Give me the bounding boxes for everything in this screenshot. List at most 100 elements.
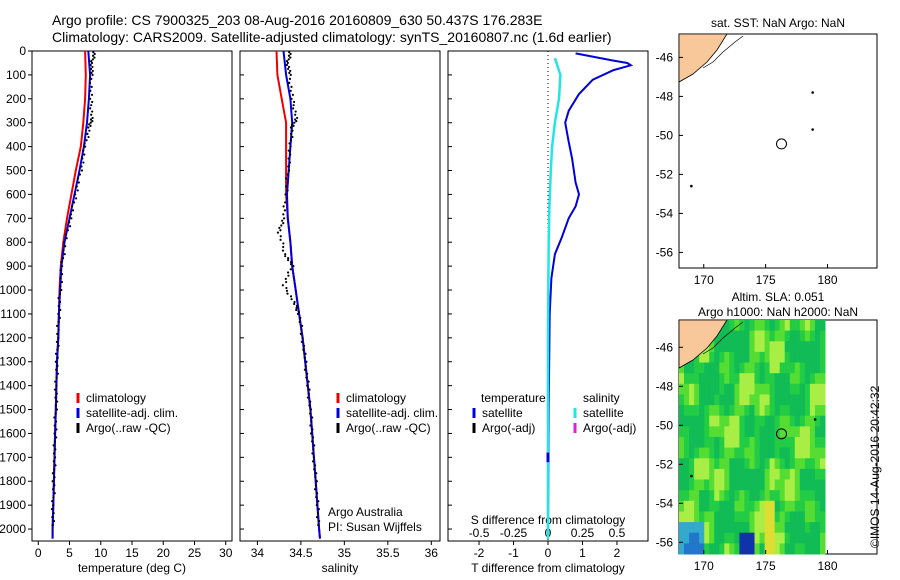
- sla-grid-cell: [759, 373, 766, 385]
- sla-grid-cell: [764, 415, 771, 427]
- sla-grid-cell: [814, 468, 821, 480]
- sla-grid-cell: [724, 373, 730, 385]
- sla-grid-cell: [759, 383, 766, 395]
- sla-grid-cell: [739, 458, 745, 470]
- sla-grid-cell: [734, 351, 740, 363]
- argo-data-point: [289, 56, 292, 59]
- argo-data-point: [52, 460, 55, 463]
- sla-grid-cell: [704, 458, 710, 470]
- x-axis-label: salinity: [322, 561, 359, 575]
- argo-data-point: [288, 77, 292, 80]
- argo-data-point: [276, 231, 280, 234]
- sla-grid-cell: [804, 383, 811, 395]
- sla-grid-cell: [689, 383, 695, 395]
- argo-data-point: [89, 67, 93, 71]
- sla-grid-cell: [684, 394, 690, 406]
- sla-grid-cell: [739, 511, 745, 523]
- argo-data-point: [51, 472, 54, 475]
- argo-data-point: [291, 93, 295, 96]
- y-tick-label: 600: [6, 187, 26, 201]
- nearby-profile-dot: [690, 184, 693, 188]
- sla-grid-cell: [794, 426, 801, 438]
- sla-grid-cell: [679, 383, 685, 395]
- sla-grid-cell: [769, 351, 776, 363]
- argo-data-point: [289, 132, 293, 135]
- argo-data-point: [286, 259, 290, 262]
- sla-grid-cell: [709, 373, 715, 385]
- argo-data-point: [50, 508, 54, 511]
- map-title-line: Argo h1000: NaN h2000: NaN: [698, 305, 858, 319]
- sla-grid-cell: [709, 415, 715, 427]
- sla-grid-cell: [779, 522, 786, 534]
- sla-grid-cell: [719, 362, 725, 374]
- sla-grid-cell: [799, 373, 806, 385]
- sla-grid-cell: [769, 447, 776, 459]
- argo-data-point: [88, 81, 92, 84]
- sla-grid-cell: [694, 468, 700, 480]
- sla-grid-cell: [729, 415, 735, 427]
- argo-data-point: [78, 173, 82, 176]
- argo-data-point: [89, 118, 93, 121]
- argo-data-point: [90, 77, 93, 80]
- sla-grid-cell: [739, 341, 745, 353]
- sla-grid-cell: [759, 362, 766, 374]
- sla-grid-cell: [744, 447, 750, 459]
- sla-grid-cell: [699, 362, 705, 374]
- legend-label: Argo(-adj): [583, 421, 636, 435]
- argo-data-point: [314, 484, 318, 487]
- plot-frame: [239, 50, 441, 542]
- sla-grid-cell: [764, 362, 771, 374]
- argo-data-point: [288, 81, 291, 84]
- sla-grid-cell: [719, 522, 725, 534]
- sla-grid-cell: [729, 426, 735, 438]
- argo-data-point: [55, 428, 58, 431]
- legend-label: climatology: [346, 391, 406, 405]
- sla-grid-cell: [814, 320, 821, 332]
- sla-grid-cell: [714, 500, 720, 512]
- sla-grid-cell: [729, 394, 735, 406]
- argo-data-point: [91, 73, 94, 77]
- argo-data-point: [309, 424, 312, 427]
- sla-grid-cell: [769, 362, 776, 374]
- sla-grid-cell: [699, 458, 705, 470]
- sla-grid-cell: [784, 426, 791, 438]
- sla-grid-cell: [820, 511, 826, 523]
- sla-grid-cell: [764, 426, 771, 438]
- argo-data-point: [57, 304, 60, 308]
- profile-location-marker: [776, 428, 788, 440]
- sla-grid-cell: [754, 447, 760, 459]
- argo-data-point: [91, 100, 94, 104]
- sla-grid-cell: [814, 522, 821, 534]
- map-title: sat. SST: NaN Argo: NaN: [711, 16, 845, 30]
- sla-grid-cell: [684, 500, 690, 512]
- sla-grid-cell: [694, 362, 700, 374]
- argo-data-point: [281, 284, 284, 287]
- sla-grid-cell: [779, 330, 786, 342]
- argo-data-point: [80, 165, 83, 168]
- argo-data-point: [54, 360, 57, 363]
- sla-grid-cell: [694, 500, 700, 512]
- sla-grid-cell: [744, 351, 750, 363]
- sla-grid-cell: [739, 532, 745, 544]
- new-zealand-landmass: [678, 319, 728, 369]
- sla-grid-cell: [779, 437, 786, 449]
- sla-grid-cell: [764, 437, 771, 449]
- sla-grid-cell: [679, 479, 685, 491]
- sla-grid-cell: [699, 415, 705, 427]
- sla-grid-cell: [809, 500, 816, 512]
- sla-grid-cell: [739, 330, 745, 342]
- sla-grid-cell: [704, 351, 710, 363]
- argo-data-point: [317, 508, 320, 511]
- sla-grid-cell: [719, 351, 725, 363]
- argo-data-point: [282, 213, 285, 216]
- argo-data-point: [72, 201, 76, 204]
- sla-grid-cell: [694, 532, 700, 544]
- argo-data-point: [294, 113, 297, 116]
- sla-grid-cell: [789, 447, 796, 459]
- argo-data-point: [64, 245, 67, 248]
- sla-grid-cell: [774, 490, 781, 502]
- sla-grid-cell: [764, 511, 771, 523]
- sla-grid-cell: [779, 415, 786, 427]
- argo-data-point: [287, 65, 291, 69]
- sla-grid-cell: [714, 362, 720, 374]
